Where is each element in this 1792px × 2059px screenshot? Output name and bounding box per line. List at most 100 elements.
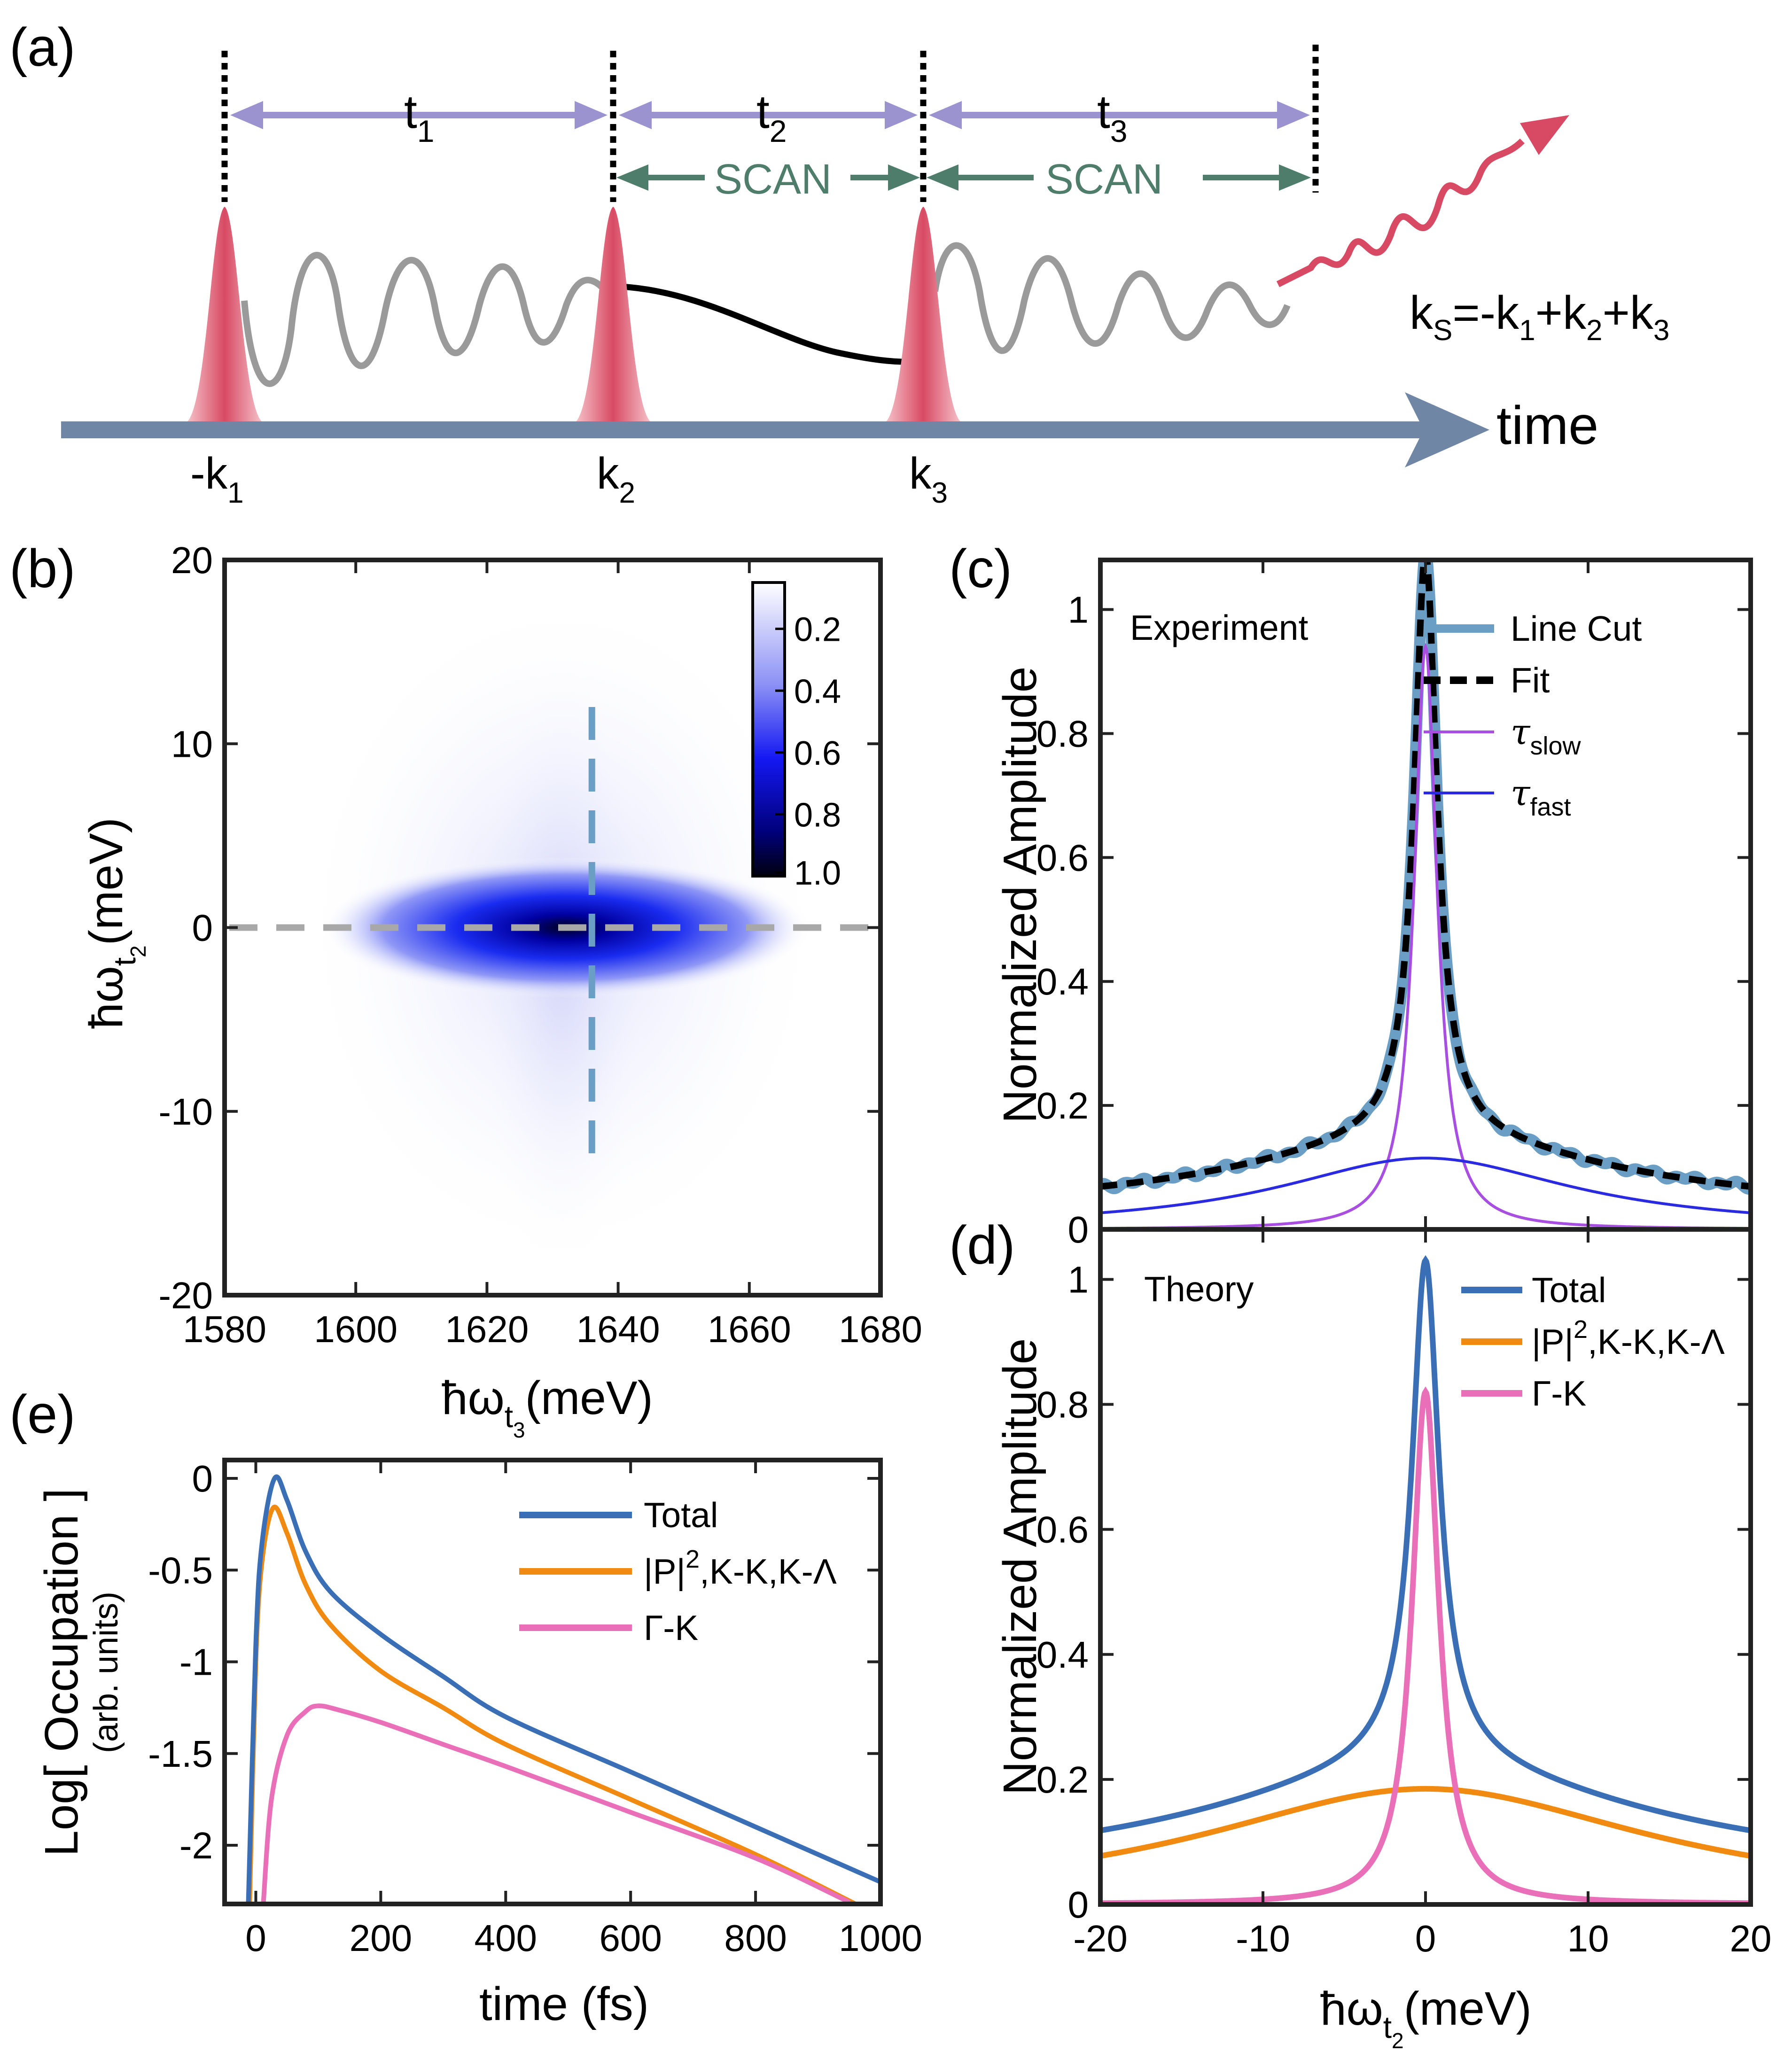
panel-e-legend: Total |P|2,K-K,K-Λ Γ-K	[519, 1495, 837, 1647]
series-tau-slow	[1100, 643, 1751, 1229]
signal-wave	[1276, 138, 1525, 287]
panel-d-xlabel: ħωt2(meV)	[1320, 1982, 1532, 2053]
t2-label: t2	[756, 85, 787, 148]
panel-a-label: (a)	[9, 17, 76, 78]
b-xtick-label: 1680	[839, 1308, 922, 1350]
series-e-gamma-k	[261, 1703, 850, 1904]
d-xtick-label: 20	[1730, 1918, 1772, 1959]
signal-arrowhead	[1520, 115, 1569, 155]
panel-b-ylabel: ħωt2(meV)	[80, 817, 150, 1029]
panel-d-ticks: -20 -10 0 10 20 0 0.2 0.4 0.6 0.8 1	[1036, 1229, 1772, 1959]
e-xtick-label: 0	[245, 1917, 266, 1959]
pulse-label-2: k2	[597, 449, 635, 509]
panel-d-legend: Total |P|2,K-K,K-Λ Γ-K	[1461, 1270, 1725, 1413]
coherence-wave-2	[932, 242, 1291, 354]
d-xtick-label: 10	[1567, 1918, 1609, 1959]
d-ytick-label: 0.8	[1036, 1384, 1089, 1426]
colorbar-tick-label: 0.2	[794, 611, 841, 649]
b-ytick-label: 20	[171, 539, 213, 581]
b-ytick-label: 0	[192, 907, 213, 949]
colorbar-tick-label: 0.8	[794, 796, 841, 834]
d-ytick-label: 0	[1068, 1884, 1089, 1926]
series-fit	[1100, 560, 1751, 1190]
panel-a-pulse-sequence: (a) t1 t2 t3	[9, 17, 1669, 509]
pulse-3	[884, 207, 962, 423]
series-total	[1100, 1255, 1751, 1834]
scan-label-1: SCAN	[714, 156, 832, 203]
legend-e-p2: |P|2,K-K,K-Λ	[644, 1545, 837, 1591]
e-ytick-label: 0	[192, 1458, 213, 1500]
b-ytick-label: 10	[171, 723, 213, 765]
panel-c-experiment: (c) 0 0.2 0.4 0.6 0.8 1 Experiment Line Cut F…	[949, 539, 1753, 1251]
panel-d-annotation: Theory	[1144, 1269, 1254, 1309]
c-ytick-label: 0.6	[1036, 837, 1089, 878]
c-ytick-label: 0.4	[1036, 961, 1089, 1002]
series-e-total	[246, 1474, 880, 1904]
panel-b-label: (b)	[9, 539, 76, 599]
colorbar-tick-label: 1.0	[794, 855, 841, 892]
c-ytick-label: 0.8	[1036, 713, 1089, 754]
legend-e-gk: Γ-K	[644, 1608, 698, 1647]
d-xtick-label: -10	[1236, 1918, 1290, 1959]
colorbar	[751, 581, 786, 878]
coherence-wave-1	[241, 252, 616, 387]
legend-linecut: Line Cut	[1511, 609, 1642, 648]
d-xtick-label: 0	[1415, 1918, 1436, 1959]
d-ytick-label: 0.2	[1036, 1759, 1089, 1801]
t1-label: t1	[404, 85, 435, 148]
c-ytick-label: 0.2	[1036, 1085, 1089, 1127]
population-curve	[620, 283, 917, 365]
panel-e-occupation: (e) 0 200 400 600 800 1000 0 -0.5 -1 -1.5 -2 Total…	[9, 1384, 922, 2030]
e-xtick-label: 200	[350, 1917, 412, 1959]
c-ytick-label: 1	[1068, 589, 1089, 631]
signal-wavevector: kS=-k1+k2+k3	[1410, 287, 1669, 347]
b-ytick-label: -10	[158, 1091, 213, 1133]
panel-b-ticks: 1580 1600 1620 1640 1660 1680 20 10 0 -10 -20	[158, 539, 922, 1350]
d-ytick-label: 1	[1068, 1259, 1089, 1300]
d-ytick-label: 0.6	[1036, 1509, 1089, 1551]
e-xtick-label: 400	[475, 1917, 537, 1959]
series-gamma-k	[1100, 1386, 1751, 1904]
colorbar-ticks: 0.2 0.4 0.6 0.8 1.0	[775, 611, 841, 892]
panel-c-ticks: 0 0.2 0.4 0.6 0.8 1	[1036, 560, 1752, 1251]
panel-d-ylabel: Normalized Amplitude	[994, 1338, 1046, 1795]
panel-e-ticks: 0 200 400 600 800 1000 0 -0.5 -1 -1.5 -2	[148, 1458, 922, 1959]
legend-e-total: Total	[644, 1495, 718, 1535]
pulse-2	[574, 207, 652, 423]
legend-fit: Fit	[1511, 660, 1550, 700]
c-ytick-label: 0	[1068, 1209, 1089, 1251]
legend-total: Total	[1532, 1270, 1606, 1310]
panel-c-curves	[1100, 560, 1751, 1229]
colorbar-tick-label: 0.4	[794, 673, 841, 710]
colorbar-tick-label: 0.6	[794, 735, 841, 772]
b-xtick-label: 1600	[314, 1308, 397, 1350]
panel-e-label: (e)	[9, 1384, 76, 1445]
panel-c-annotation: Experiment	[1130, 608, 1308, 647]
b-xtick-label: 1620	[445, 1308, 529, 1350]
panel-d-theory: (d) -20 -10 0 10 20 0 0.2 0.4 0.6 0.8 1 Theory Tot…	[949, 1215, 1771, 2053]
legend-p2: |P|2,K-K,K-Λ	[1532, 1315, 1725, 1361]
time-label: time	[1496, 396, 1598, 456]
panel-e-curves	[246, 1474, 880, 1904]
pulse-label-1: -k1	[190, 449, 244, 509]
e-ytick-label: -0.5	[148, 1549, 213, 1591]
series-p2	[1100, 1786, 1751, 1859]
t3-label: t3	[1097, 85, 1128, 148]
panel-c-label: (c)	[949, 539, 1012, 599]
b-xtick-label: 1640	[577, 1308, 660, 1350]
legend-gk: Γ-K	[1532, 1374, 1586, 1413]
panel-b-heatmap: (b) 1580 1600 1620 1640 1660 168020100-10-20 …	[9, 539, 922, 1442]
panel-e-xlabel: time (fs)	[479, 1978, 649, 2030]
pulse-1	[186, 207, 264, 423]
time-axis-arrowhead	[1405, 392, 1489, 467]
panel-c-axes-frame	[1098, 558, 1753, 1232]
e-xtick-label: 800	[724, 1917, 787, 1959]
scan-label-2: SCAN	[1045, 156, 1163, 203]
b-xtick-label: 1580	[183, 1308, 266, 1350]
pulse-label-3: k3	[909, 449, 948, 509]
panel-c-legend: Line Cut Fit τslow τfast	[1424, 609, 1642, 821]
d-xtick-label: -20	[1073, 1918, 1128, 1959]
legend-fast: τfast	[1511, 772, 1571, 821]
e-xtick-label: 600	[599, 1917, 662, 1959]
